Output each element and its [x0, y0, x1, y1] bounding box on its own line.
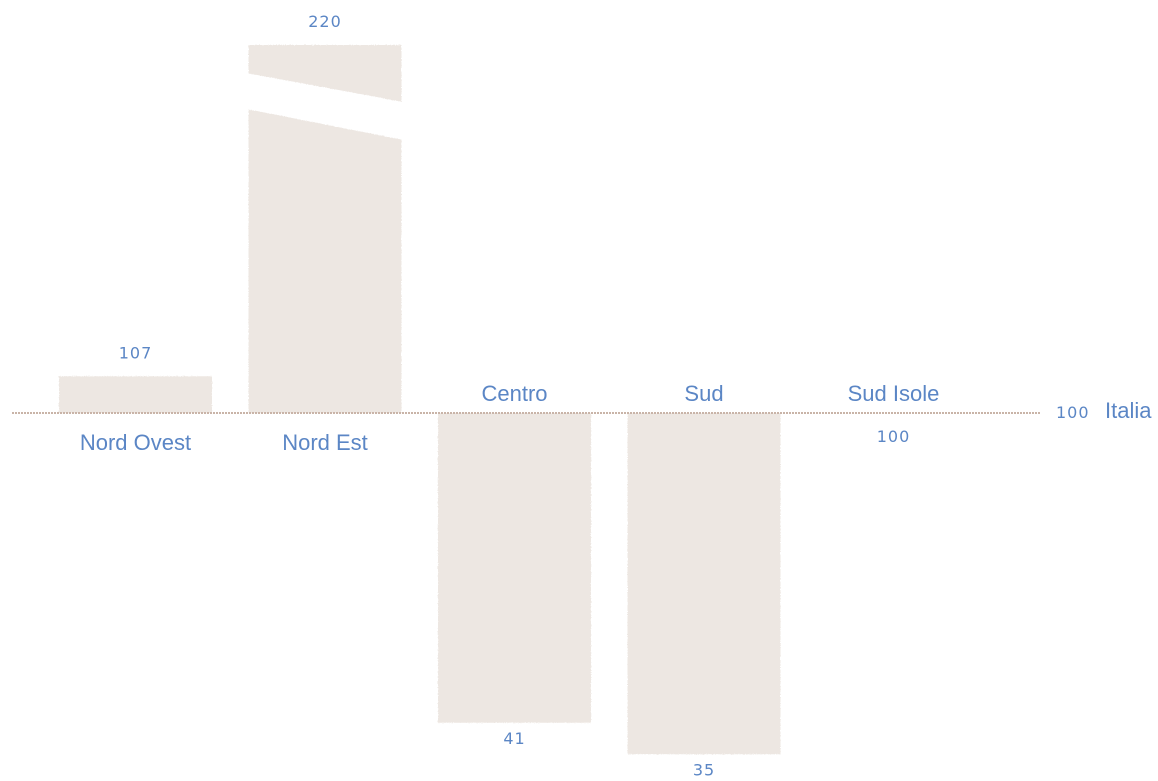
value-label-nord-ovest: 107	[119, 343, 153, 362]
bars-layer	[59, 45, 781, 755]
value-label-nord-est: 220	[308, 12, 342, 31]
bar-centro	[438, 413, 591, 723]
axis-break-nord-est	[246, 73, 404, 140]
bar-nord-ovest	[59, 376, 212, 413]
category-label-nord-ovest: Nord Ovest	[80, 430, 191, 455]
bar-sud	[627, 413, 781, 755]
value-label-sud: 35	[693, 760, 715, 779]
category-label-centro: Centro	[481, 381, 547, 406]
baseline-value-label: 100	[1056, 403, 1090, 422]
category-label-sud: Sud	[684, 381, 723, 406]
category-label-nord-est: Nord Est	[282, 430, 368, 455]
labels-layer: Nord Ovest 107 Nord Est 220 Centro 41 Sud 35 Sud…	[80, 12, 940, 779]
category-label-sud-isole: Sud Isole	[848, 381, 940, 406]
value-label-sud-isole: 100	[877, 427, 911, 446]
value-label-centro: 41	[503, 729, 525, 748]
baseline-name-label: Italia	[1105, 398, 1152, 423]
